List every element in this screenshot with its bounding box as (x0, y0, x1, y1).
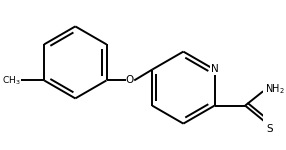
Text: NH$_2$: NH$_2$ (265, 82, 285, 96)
Text: CH$_3$: CH$_3$ (2, 74, 21, 87)
Text: N: N (211, 64, 219, 74)
Text: S: S (267, 124, 273, 134)
Text: O: O (126, 75, 134, 85)
